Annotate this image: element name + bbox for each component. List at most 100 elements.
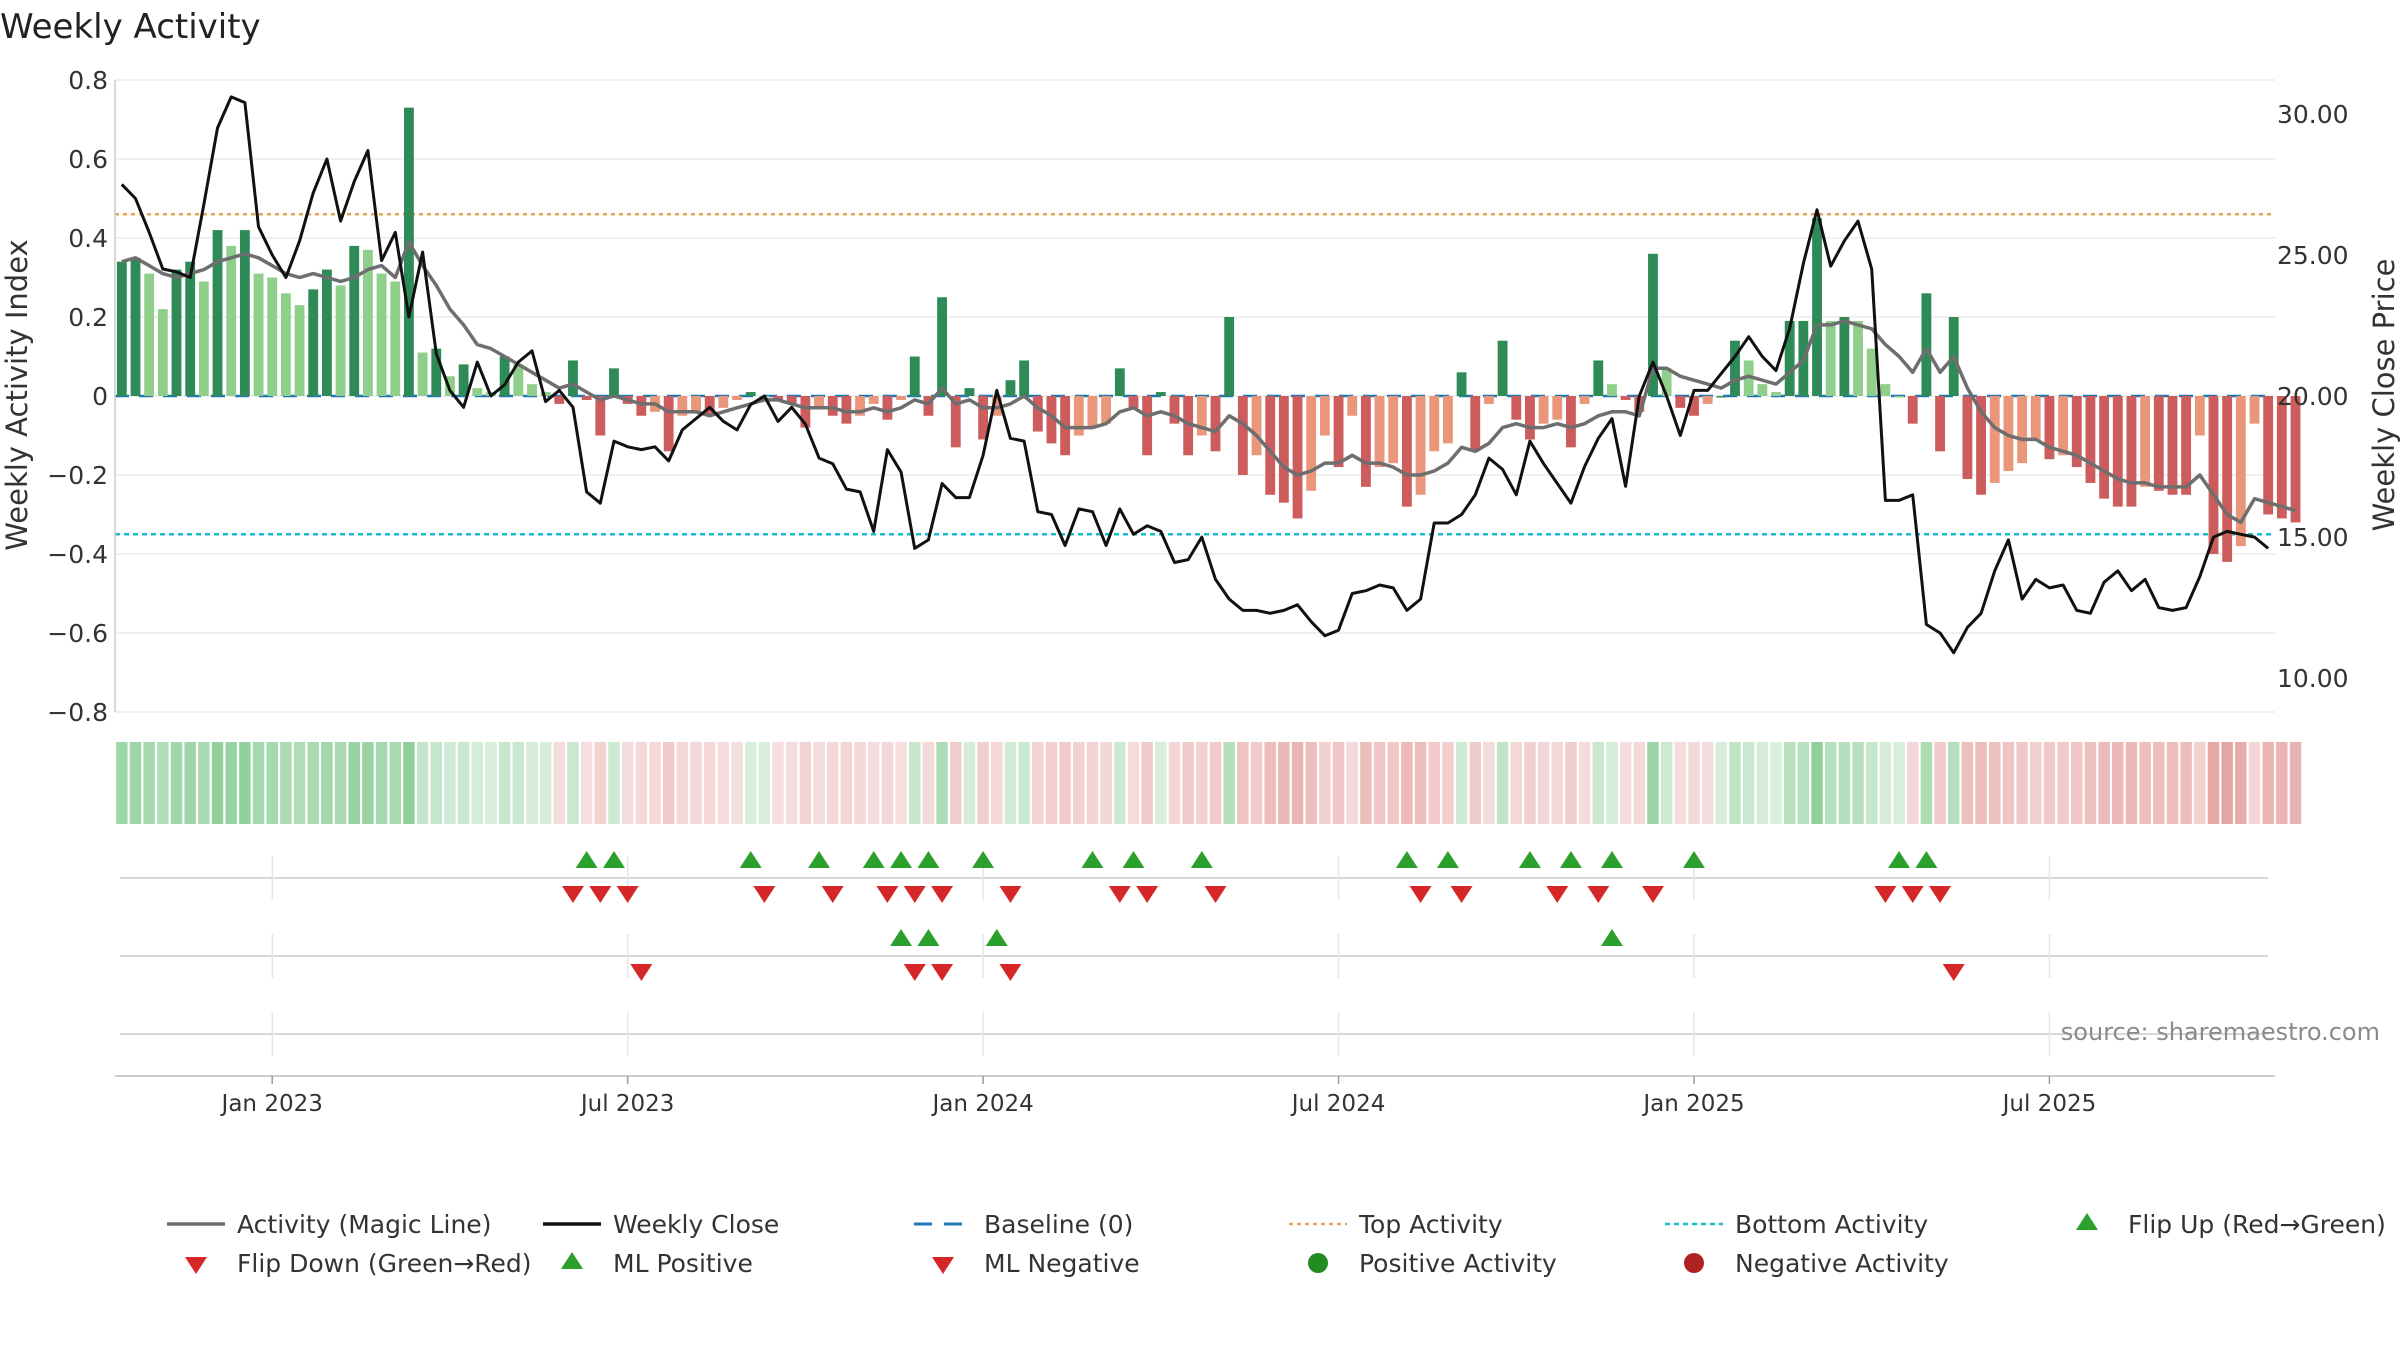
activity-strip-cell <box>157 742 169 824</box>
activity-bar <box>431 348 442 396</box>
activity-strip-cell <box>1114 742 1126 824</box>
activity-bar <box>1566 396 1576 448</box>
activity-bar <box>335 285 346 396</box>
activity-bar <box>2153 396 2164 491</box>
activity-bar <box>1866 348 1877 396</box>
source-watermark: source: sharemaestro.com <box>2061 1018 2380 1046</box>
activity-strip-cell <box>950 742 962 824</box>
activity-bar <box>554 396 565 404</box>
flip-down-marker <box>876 886 899 903</box>
activity-bar <box>1019 360 1030 396</box>
activity-bar <box>1538 396 1549 424</box>
activity-strip-cell <box>854 742 866 824</box>
activity-bar <box>827 396 838 416</box>
legend-swatch <box>1684 1253 1704 1273</box>
activity-bar <box>1607 384 1617 396</box>
activity-strip-cell <box>307 742 319 824</box>
activity-bar <box>157 309 168 396</box>
activity-bar <box>841 396 852 424</box>
activity-bar <box>1593 360 1604 396</box>
activity-bar <box>280 293 291 396</box>
activity-bar <box>1743 360 1754 396</box>
activity-strip-cell <box>1032 742 1044 824</box>
ml-negative-marker <box>903 964 926 981</box>
legend-label: Activity (Magic Line) <box>237 1210 491 1239</box>
activity-strip-cell <box>334 742 347 824</box>
activity-strip-cell <box>266 742 278 824</box>
activity-strip-cell <box>430 742 443 824</box>
flip-down-marker <box>821 886 844 903</box>
y-right-tick-label: 10.00 <box>2277 664 2349 693</box>
activity-strip-cell <box>1045 742 1058 824</box>
activity-strip-cell <box>1196 742 1208 824</box>
activity-bar <box>1962 396 1973 479</box>
activity-bar <box>595 396 606 436</box>
flip-down-marker <box>1546 886 1569 903</box>
activity-strip-cell <box>690 742 702 824</box>
flip-up-marker <box>1436 851 1459 868</box>
activity-bar <box>2071 396 2082 468</box>
activity-bar <box>185 261 196 396</box>
activity-strip-cell <box>1250 742 1263 824</box>
activity-strip-cell <box>1989 742 2001 824</box>
activity-strip-cell <box>1401 742 1413 824</box>
activity-bar <box>1415 396 1426 495</box>
activity-bar <box>1196 396 1207 436</box>
activity-strip-cell <box>498 742 511 824</box>
ml-negative-marker <box>931 964 954 981</box>
legend-swatch <box>561 1252 583 1269</box>
activity-strip-cell <box>676 742 689 824</box>
activity-strip-cell <box>922 742 935 824</box>
activity-strip-cell <box>1592 742 1605 824</box>
activity-strip-cell <box>1947 742 1960 824</box>
activity-strip-cell <box>608 742 620 824</box>
activity-strip-cell <box>799 742 812 824</box>
activity-strip-cell <box>867 742 880 824</box>
y-left-tick-label: −0.4 <box>47 540 108 569</box>
activity-strip-cell <box>1086 742 1099 824</box>
activity-bars <box>116 107 2301 562</box>
activity-bar <box>1497 340 1508 396</box>
activity-bar <box>2030 396 2041 440</box>
activity-strip-cell <box>1893 742 1905 824</box>
y-axis-left-label: Weekly Activity Index <box>0 239 34 550</box>
activity-bar <box>1292 396 1303 519</box>
activity-strip-cell <box>594 742 607 824</box>
legend-item: Baseline (0) <box>914 1210 1133 1239</box>
activity-bar <box>1839 317 1850 396</box>
activity-bar <box>677 396 688 416</box>
ml-positive-marker <box>1600 929 1623 946</box>
activity-bar <box>1880 384 1891 396</box>
activity-bar <box>2044 396 2055 460</box>
flip-down-marker <box>931 886 954 903</box>
x-tick-label: Jul 2023 <box>579 1091 675 1117</box>
flip-up-marker <box>602 851 625 868</box>
flip-down-marker <box>903 886 926 903</box>
activity-bar <box>2194 396 2205 436</box>
activity-strip-cell <box>1797 742 1810 824</box>
activity-bar <box>950 396 961 448</box>
activity-bar <box>937 297 948 396</box>
activity-strip-cell <box>1688 742 1700 824</box>
weekly-close-series <box>120 95 2270 655</box>
activity-bar <box>1675 396 1686 408</box>
activity-strip-cell <box>1524 742 1536 824</box>
legend-item: Flip Down (Green→Red) <box>185 1249 532 1278</box>
activity-bar <box>1237 396 1248 475</box>
activity-strip-cell <box>991 742 1003 824</box>
activity-strip-cell <box>1838 742 1851 824</box>
activity-strip-cell <box>1483 742 1495 824</box>
activity-strip-cell <box>2071 742 2083 824</box>
activity-strip-cell <box>785 742 798 824</box>
activity-strip-cell <box>1934 742 1946 824</box>
activity-bar <box>2208 396 2219 554</box>
activity-bar <box>1935 396 1945 452</box>
activity-bar <box>376 273 387 396</box>
activity-strip-cell <box>1783 742 1796 824</box>
activity-bar <box>636 396 647 416</box>
legend-item: Top Activity <box>1289 1210 1503 1239</box>
activity-strip-cell <box>2276 742 2288 824</box>
flip-up-marker <box>1559 851 1582 868</box>
activity-strip-cell <box>2084 742 2097 824</box>
flip-up-marker <box>862 851 885 868</box>
